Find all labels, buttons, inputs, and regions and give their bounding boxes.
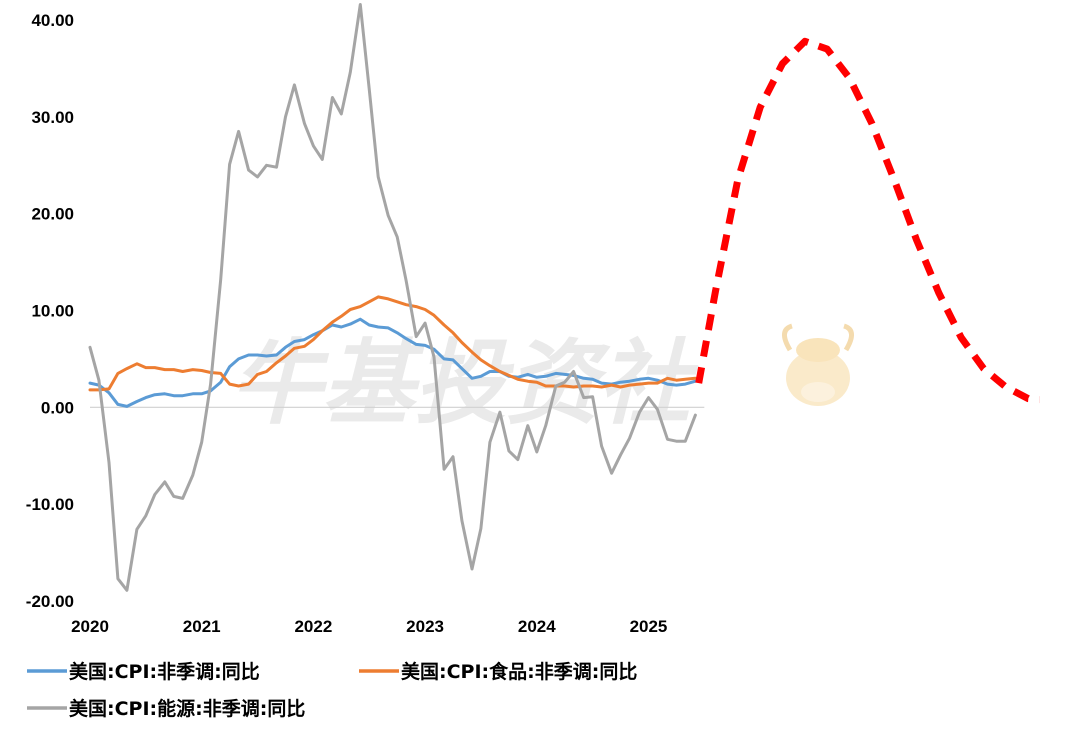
legend: 美国:CPI:非季调:同比 美国:CPI:食品:非季调:同比美国:CPI:能源:非…: [27, 660, 637, 720]
x-tick-label: 2020: [71, 617, 109, 636]
forecast-dashed-line: [695, 37, 1040, 404]
series-layer: [88, 3, 1040, 592]
legend-label: 美国:CPI:食品:非季调:同比: [401, 660, 637, 683]
x-axis: 2020 2021 2022 2023 2024 2025: [71, 617, 667, 636]
x-tick-label: 2025: [630, 617, 668, 636]
legend-label: 美国:CPI:非季调:同比: [69, 660, 260, 683]
y-tick-label: -20.00: [26, 592, 74, 611]
y-axis: 40.00 30.00 20.00 10.00 0.00 -10.00 -20.00: [26, 11, 74, 611]
series-line-1: [88, 295, 697, 392]
x-tick-label: 2022: [294, 617, 332, 636]
x-tick-label: 2021: [183, 617, 221, 636]
y-tick-label: -10.00: [26, 495, 74, 514]
y-tick-label: 10.00: [31, 302, 74, 321]
x-tick-label: 2024: [518, 617, 556, 636]
mascot-logo: [782, 323, 854, 406]
x-tick-label: 2023: [406, 617, 444, 636]
y-tick-label: 30.00: [31, 108, 74, 127]
series-line-0: [88, 317, 697, 408]
legend-label: 美国:CPI:能源:非季调:同比: [69, 697, 305, 720]
y-tick-label: 0.00: [41, 398, 74, 417]
y-tick-label: 20.00: [31, 205, 74, 224]
y-tick-label: 40.00: [31, 11, 74, 30]
series-line-2: [88, 3, 697, 592]
watermark: 牛基投资社: [230, 323, 854, 437]
